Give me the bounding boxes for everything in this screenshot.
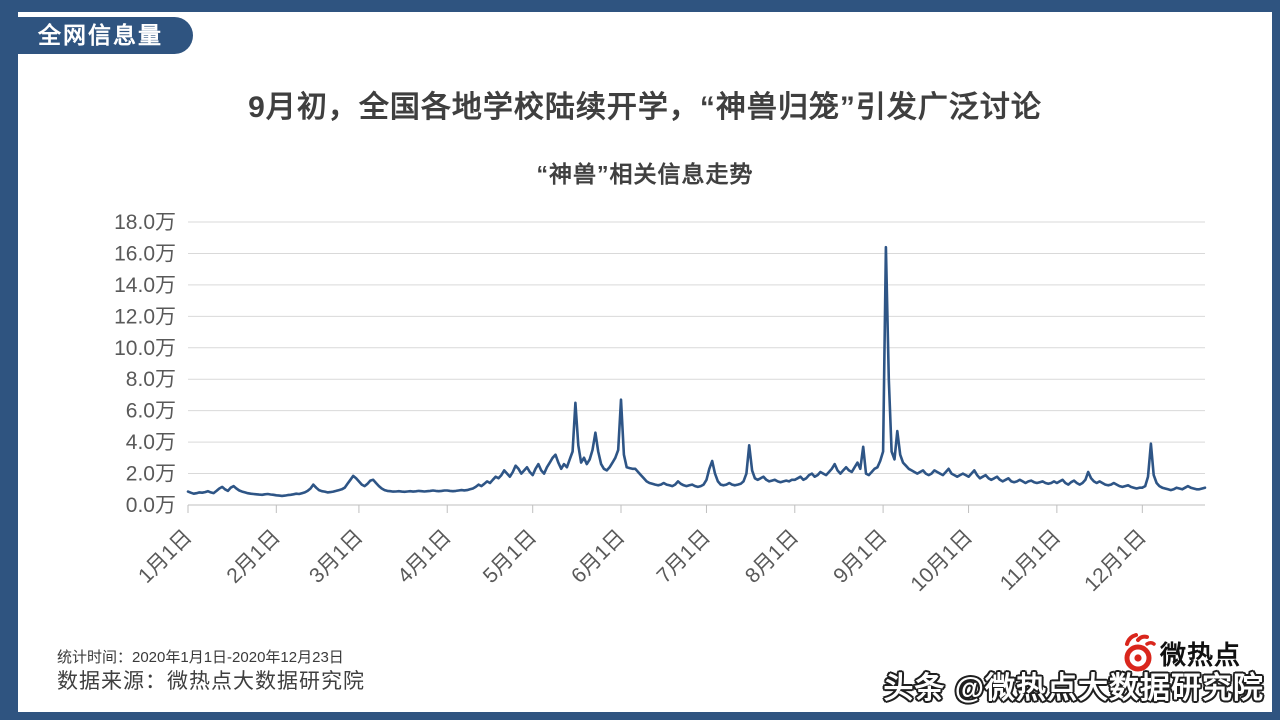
svg-text:2月1日: 2月1日 — [222, 525, 284, 587]
section-badge: 全网信息量 — [6, 17, 193, 54]
svg-text:10.0万: 10.0万 — [114, 337, 176, 360]
svg-text:8月1日: 8月1日 — [741, 525, 803, 587]
stat-time-note: 统计时间：2020年1月1日-2020年12月23日 — [57, 649, 344, 666]
page-title: 9月初，全国各地学校陆续开学，“神兽归笼”引发广泛讨论 — [248, 91, 1042, 124]
frame-right-bar — [1272, 12, 1280, 720]
svg-text:4月1日: 4月1日 — [393, 525, 455, 587]
watermark-text: 头条 @微热点大数据研究院 — [883, 672, 1264, 705]
svg-text:11月1日: 11月1日 — [996, 525, 1066, 595]
svg-text:16.0万: 16.0万 — [114, 242, 176, 265]
frame-top-bar — [0, 0, 1280, 12]
weihotspot-logo: 微热点 — [1118, 632, 1241, 674]
weibo-eye-icon — [1124, 633, 1156, 672]
svg-text:8.0万: 8.0万 — [126, 368, 176, 391]
svg-text:0.0万: 0.0万 — [126, 494, 176, 517]
svg-text:12月1日: 12月1日 — [1080, 525, 1151, 596]
frame-left-bar — [0, 0, 18, 720]
chart-title: “神兽”相关信息走势 — [536, 161, 754, 187]
svg-text:12.0万: 12.0万 — [114, 305, 176, 328]
logo-text: 微热点 — [1160, 639, 1242, 670]
svg-text:2.0万: 2.0万 — [126, 463, 176, 486]
svg-text:7月1日: 7月1日 — [653, 525, 715, 587]
svg-text:18.0万: 18.0万 — [114, 211, 176, 234]
svg-text:6月1日: 6月1日 — [567, 525, 629, 587]
svg-text:4.0万: 4.0万 — [126, 431, 176, 454]
svg-text:5月1日: 5月1日 — [479, 525, 541, 587]
svg-text:6.0万: 6.0万 — [126, 400, 176, 423]
svg-text:9月1日: 9月1日 — [829, 525, 891, 587]
svg-text:3月1日: 3月1日 — [305, 525, 367, 587]
frame-bottom-bar — [0, 712, 1280, 720]
data-source-note: 数据来源：微热点大数据研究院 — [57, 670, 365, 693]
svg-text:14.0万: 14.0万 — [114, 274, 176, 297]
svg-text:10月1日: 10月1日 — [906, 525, 977, 596]
svg-text:1月1日: 1月1日 — [134, 525, 196, 587]
